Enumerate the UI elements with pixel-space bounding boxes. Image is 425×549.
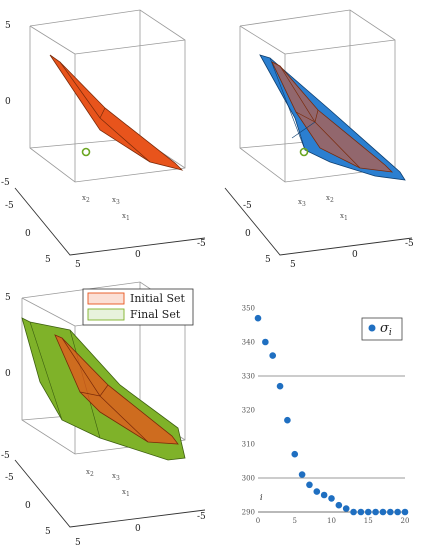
data-point-1 bbox=[262, 338, 269, 346]
p1-ytick-2: 5 bbox=[45, 255, 51, 265]
p2-ytick-2: 5 bbox=[265, 255, 271, 265]
p3-label-0: x2 bbox=[86, 468, 94, 478]
data-point-5 bbox=[291, 450, 299, 458]
panel-1: 5 0 -5 -5 0 5 5 0 -5 x2 x3 x1 bbox=[1, 9, 206, 270]
legend-label-sigma: σi bbox=[380, 321, 392, 338]
data-point-14 bbox=[357, 508, 365, 516]
p3-ztick-0: 5 bbox=[5, 293, 11, 303]
p3-ztick-1: 0 bbox=[5, 369, 11, 379]
target-marker bbox=[81, 147, 91, 157]
x-tick-10: 10 bbox=[327, 517, 336, 525]
legend-swatch-final bbox=[87, 308, 125, 321]
legend-final-label: Final Set bbox=[130, 308, 181, 321]
p3-ztick-2: -5 bbox=[1, 451, 10, 461]
p1-xtick-1: 0 bbox=[135, 250, 141, 260]
p1-label-0: x2 bbox=[82, 194, 90, 204]
p1-xtick-2: -5 bbox=[197, 239, 206, 249]
panel-3: Initial Set Final Set 5 0 -5 -5 0 5 5 0 … bbox=[1, 281, 206, 548]
p2-label-1: x2 bbox=[326, 194, 334, 204]
p3-label-2: x1 bbox=[122, 488, 130, 498]
legend-initial-label: Initial Set bbox=[130, 292, 186, 305]
data-point-19 bbox=[394, 508, 401, 516]
data-point-0 bbox=[254, 314, 262, 322]
data-point-12 bbox=[342, 505, 350, 512]
y-tick-350: 350 bbox=[242, 305, 255, 313]
p1-ztick-2: -5 bbox=[1, 178, 10, 188]
p1-ytick-1: 0 bbox=[25, 229, 31, 239]
scatter-legend: σi bbox=[361, 317, 403, 341]
scatter-points bbox=[254, 314, 409, 516]
panel-2: -5 0 5 5 0 -5 x3 x2 x1 bbox=[224, 9, 414, 270]
scatter-grid bbox=[258, 375, 405, 479]
data-point-10 bbox=[328, 495, 335, 502]
p2-ytick-1: 0 bbox=[245, 229, 251, 239]
scatter-x-ticks: 0 5 10 15 20 bbox=[256, 517, 410, 525]
p3-ytick-0: -5 bbox=[5, 473, 14, 483]
data-point-4 bbox=[284, 416, 291, 424]
panel-1-set-initial bbox=[49, 54, 184, 171]
data-point-17 bbox=[379, 508, 387, 516]
p3-label-1: x3 bbox=[112, 472, 120, 482]
p2-ytick-0: -5 bbox=[243, 201, 252, 211]
y-tick-300: 300 bbox=[242, 475, 255, 483]
p2-xtick-0: 5 bbox=[290, 260, 296, 270]
p3-ytick-2: 5 bbox=[45, 527, 51, 537]
data-point-20 bbox=[401, 508, 409, 516]
p3-ytick-1: 0 bbox=[25, 501, 31, 511]
legend-marker-sigma bbox=[368, 324, 376, 332]
x-tick-0: 0 bbox=[256, 517, 260, 525]
legend-panel-3: Initial Set Final Set bbox=[82, 288, 194, 326]
p3-xtick-0: 5 bbox=[75, 538, 81, 548]
p1-ztick-0: 5 bbox=[5, 21, 11, 31]
data-point-18 bbox=[387, 508, 394, 516]
data-point-16 bbox=[372, 508, 379, 516]
target-marker-2 bbox=[299, 147, 309, 157]
p3-xtick-1: 0 bbox=[135, 524, 141, 534]
scatter-y-ticks: 290 300 310 320 330 340 350 bbox=[242, 305, 255, 517]
data-point-8 bbox=[313, 488, 321, 495]
p2-xtick-1: 0 bbox=[352, 250, 358, 260]
initial-set-poly-3 bbox=[54, 334, 179, 445]
data-point-6 bbox=[298, 471, 306, 478]
data-point-9 bbox=[320, 491, 328, 499]
p3-xtick-2: -5 bbox=[197, 512, 206, 522]
data-point-3 bbox=[276, 382, 284, 390]
data-point-15 bbox=[364, 508, 372, 516]
y-tick-340: 340 bbox=[242, 339, 255, 347]
panel-4-scatter: 290 300 310 320 330 340 350 0 5 10 15 20 i σi bbox=[242, 305, 410, 526]
data-point-11 bbox=[335, 501, 343, 509]
data-point-2 bbox=[269, 352, 277, 359]
p1-label-1: x3 bbox=[112, 196, 120, 206]
initial-set-poly bbox=[49, 54, 184, 171]
data-point-13 bbox=[350, 508, 357, 516]
p2-label-2: x1 bbox=[340, 212, 348, 222]
y-tick-330: 330 bbox=[242, 373, 255, 381]
panel-3-set-initial bbox=[54, 334, 179, 445]
scatter-xlabel: i bbox=[260, 493, 263, 502]
p2-label-0: x3 bbox=[298, 198, 306, 208]
panel-2-set-initial bbox=[271, 61, 394, 173]
p1-xtick-0: 5 bbox=[75, 260, 81, 270]
p1-ztick-1: 0 bbox=[5, 97, 11, 107]
x-tick-20: 20 bbox=[401, 517, 410, 525]
y-tick-290: 290 bbox=[242, 509, 255, 517]
legend-swatch-initial bbox=[87, 292, 125, 305]
x-tick-15: 15 bbox=[364, 517, 373, 525]
x-tick-5: 5 bbox=[293, 517, 297, 525]
data-point-7 bbox=[306, 481, 313, 489]
y-tick-320: 320 bbox=[242, 407, 255, 415]
p1-label-2: x1 bbox=[122, 212, 130, 222]
y-tick-310: 310 bbox=[242, 441, 255, 449]
p2-xtick-2: -5 bbox=[405, 239, 414, 249]
p1-ytick-0: -5 bbox=[5, 201, 14, 211]
